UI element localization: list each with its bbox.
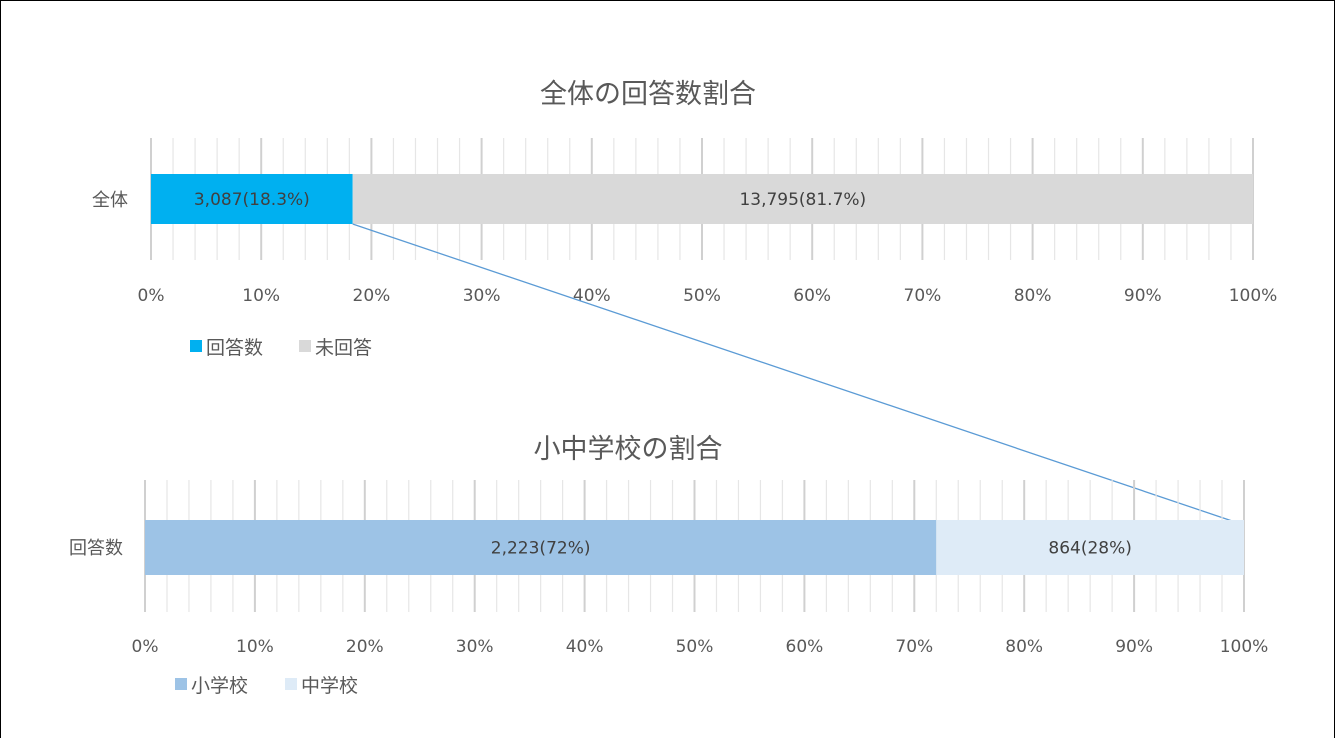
legend-swatch-answered — [190, 340, 202, 352]
bar-unanswered — [352, 174, 1253, 224]
data-label-junior-high: 864(28%) — [1048, 539, 1132, 559]
category-label-answered: 回答数 — [69, 538, 123, 559]
x-tick-label: 30% — [456, 637, 494, 657]
legend-label-elementary: 小学校 — [191, 675, 248, 697]
chart-schools: 小中学校の割合 2,223(72%) 864(28%) 回答数 0% 10% 20%… — [69, 434, 1268, 697]
chart2-legend: 小学校 中学校 — [175, 675, 358, 697]
data-label-answered: 3,087(18.3%) — [194, 190, 310, 210]
x-tick-label: 90% — [1124, 286, 1162, 306]
legend-label-answered: 回答数 — [206, 337, 263, 359]
legend-swatch-junior-high — [285, 678, 297, 690]
data-label-unanswered: 13,795(81.7%) — [739, 190, 866, 210]
x-tick-label: 70% — [895, 637, 933, 657]
bar-answered — [151, 174, 353, 224]
x-tick-label: 30% — [463, 286, 501, 306]
chart1-legend: 回答数 未回答 — [190, 337, 372, 359]
x-tick-label: 100% — [1220, 637, 1269, 657]
category-label-overall: 全体 — [92, 190, 128, 211]
x-tick-label: 90% — [1115, 637, 1153, 657]
bar-elementary — [145, 520, 937, 575]
x-tick-label: 20% — [353, 286, 391, 306]
chart-overall: 全体の回答数割合 3,087(18.3%) 13,795(81.7%) 全体 0… — [92, 79, 1277, 359]
x-tick-label: 50% — [683, 286, 721, 306]
bar-junior-high — [936, 520, 1244, 575]
x-tick-label: 40% — [573, 286, 611, 306]
legend-swatch-elementary — [175, 678, 187, 690]
x-tick-label: 10% — [242, 286, 280, 306]
x-tick-label: 60% — [793, 286, 831, 306]
data-label-elementary: 2,223(72%) — [491, 539, 591, 559]
x-tick-label: 80% — [1014, 286, 1052, 306]
x-tick-label: 50% — [676, 637, 714, 657]
connector-line — [352, 223, 1245, 526]
legend-label-junior-high: 中学校 — [301, 675, 358, 697]
x-tick-label: 100% — [1229, 286, 1278, 306]
x-tick-label: 70% — [904, 286, 942, 306]
x-tick-label: 0% — [138, 286, 165, 306]
chart1-x-tick-labels: 0% 10% 20% 30% 40% 50% 60% 70% 80% 90% 100% — [138, 286, 1278, 306]
chart2-x-tick-labels: 0% 10% 20% 30% 40% 50% 60% 70% 80% 90% 100% — [132, 637, 1269, 657]
x-tick-label: 40% — [566, 637, 604, 657]
x-tick-label: 80% — [1005, 637, 1043, 657]
chart2-title: 小中学校の割合 — [534, 434, 723, 465]
x-tick-label: 0% — [132, 637, 159, 657]
legend-label-unanswered: 未回答 — [315, 337, 372, 359]
chart1-title: 全体の回答数割合 — [540, 79, 756, 110]
x-tick-label: 60% — [786, 637, 824, 657]
x-tick-label: 10% — [236, 637, 274, 657]
x-tick-label: 20% — [346, 637, 384, 657]
legend-swatch-unanswered — [299, 340, 311, 352]
